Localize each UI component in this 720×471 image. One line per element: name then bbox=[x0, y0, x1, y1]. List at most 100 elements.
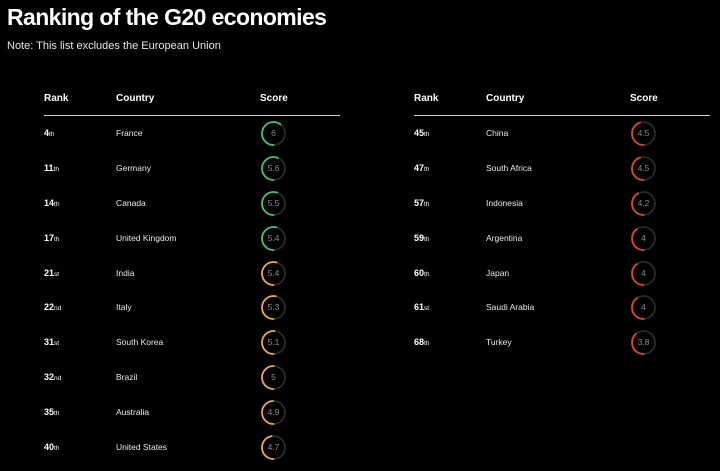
score-ring bbox=[261, 121, 286, 146]
rank-cell: 68th bbox=[414, 337, 429, 347]
score-ring bbox=[631, 225, 656, 251]
rank-suffix: th bbox=[53, 165, 59, 173]
country-cell: Germany bbox=[116, 162, 151, 173]
rank-cell: 40th bbox=[44, 442, 59, 452]
country-cell: Brazil bbox=[116, 372, 138, 383]
score-value: 4.7 bbox=[267, 442, 280, 453]
table-row: 14th Canada 5.5 bbox=[44, 186, 340, 221]
score-gauge: 5.3 bbox=[260, 294, 287, 321]
score-ring-arc bbox=[261, 155, 286, 181]
rank-number: 14 bbox=[44, 197, 55, 208]
rank-suffix: st bbox=[424, 305, 430, 313]
rank-suffix: th bbox=[54, 410, 60, 418]
score-ring-arc bbox=[631, 225, 656, 251]
table-row: 45th China 4.5 bbox=[414, 116, 710, 151]
rank-number: 61 bbox=[414, 302, 425, 313]
rank-number: 40 bbox=[44, 442, 55, 453]
score-value: 5.1 bbox=[267, 337, 280, 348]
country-cell: Japan bbox=[486, 267, 510, 278]
country-cell: Indonesia bbox=[486, 197, 523, 208]
page-title: Ranking of the G20 economies bbox=[7, 4, 327, 30]
score-ring bbox=[631, 155, 656, 181]
rank-number: 60 bbox=[414, 267, 425, 278]
score-ring-arc bbox=[261, 400, 286, 426]
score-ring-arc bbox=[261, 225, 286, 251]
rank-number: 4 bbox=[44, 128, 50, 138]
table-rows: 45th China 4.5 47th South Africa 4.5 57th Indon… bbox=[414, 116, 710, 360]
score-gauge: 5.5 bbox=[260, 190, 287, 217]
score-ring-arc bbox=[631, 155, 656, 181]
rank-number: 59 bbox=[414, 232, 425, 243]
rank-suffix: nd bbox=[54, 305, 62, 313]
rank-number: 32 bbox=[44, 372, 55, 383]
score-ring bbox=[261, 435, 286, 460]
score-ring bbox=[261, 365, 286, 391]
table-row: 35th Australia 4.9 bbox=[44, 395, 340, 430]
country-cell: South Africa bbox=[486, 162, 532, 173]
score-ring bbox=[261, 155, 286, 181]
score-value: 5 bbox=[271, 372, 276, 383]
rank-suffix: st bbox=[54, 270, 60, 278]
score-ring-arc bbox=[631, 190, 656, 216]
country-cell: United States bbox=[116, 442, 168, 453]
table-row: 31st South Korea 5.1 bbox=[44, 325, 340, 360]
score-ring bbox=[631, 330, 656, 356]
score-ring bbox=[631, 121, 656, 146]
rank-cell: 59th bbox=[414, 233, 429, 243]
score-gauge: 5 bbox=[260, 364, 287, 391]
rank-cell: 14th bbox=[44, 198, 59, 208]
table-header: Rank Country Score bbox=[414, 90, 710, 116]
country-cell: United Kingdom bbox=[116, 232, 177, 243]
score-value: 5.3 bbox=[267, 302, 280, 313]
score-ring bbox=[261, 330, 286, 356]
table-row: 47th South Africa 4.5 bbox=[414, 151, 710, 186]
header-rank: Rank bbox=[44, 93, 69, 104]
rank-suffix: th bbox=[424, 200, 430, 208]
score-gauge: 4.5 bbox=[630, 120, 657, 147]
rank-suffix: th bbox=[424, 235, 430, 243]
rank-number: 68 bbox=[414, 337, 425, 348]
score-value: 4.5 bbox=[637, 162, 650, 173]
header-rank: Rank bbox=[414, 93, 439, 104]
country-cell: Saudi Arabia bbox=[486, 302, 535, 313]
rank-cell: 57th bbox=[414, 198, 429, 208]
header-score: Score bbox=[630, 93, 658, 104]
rank-suffix: th bbox=[424, 165, 430, 173]
rank-suffix: th bbox=[424, 340, 430, 348]
score-value: 4.2 bbox=[637, 197, 650, 208]
score-ring-arc bbox=[261, 295, 286, 321]
header-country: Country bbox=[486, 93, 525, 104]
score-ring-arc bbox=[631, 330, 656, 356]
table-rows: 4th France 6 11th Germany 5.6 14th Canada 5.5 17t… bbox=[44, 116, 340, 465]
score-value: 4 bbox=[641, 267, 646, 278]
country-cell: China bbox=[486, 128, 509, 138]
score-gauge: 3.8 bbox=[630, 329, 657, 356]
score-value: 4 bbox=[641, 232, 646, 243]
score-gauge: 5.1 bbox=[260, 329, 287, 356]
score-value: 5.5 bbox=[267, 197, 280, 208]
rank-number: 21 bbox=[44, 267, 55, 278]
score-gauge: 4.5 bbox=[630, 155, 657, 182]
score-gauge: 6 bbox=[260, 120, 287, 147]
rank-cell: 11th bbox=[44, 163, 59, 173]
rank-cell: 45th bbox=[414, 128, 429, 138]
rank-suffix: th bbox=[54, 445, 60, 453]
score-ring bbox=[631, 295, 656, 321]
score-ring bbox=[261, 260, 286, 286]
score-gauge: 4.2 bbox=[630, 190, 657, 217]
rank-cell: 60th bbox=[414, 268, 429, 278]
table-row: 57th Indonesia 4.2 bbox=[414, 186, 710, 221]
rank-cell: 31st bbox=[44, 337, 59, 347]
rank-suffix: th bbox=[54, 200, 60, 208]
score-ring-arc bbox=[631, 260, 656, 286]
score-value: 4.5 bbox=[637, 128, 650, 138]
rank-number: 17 bbox=[44, 232, 55, 243]
score-ring-arc bbox=[261, 121, 286, 146]
score-gauge: 4 bbox=[630, 294, 657, 321]
score-value: 3.8 bbox=[637, 337, 650, 348]
score-ring bbox=[261, 400, 286, 426]
country-cell: Australia bbox=[116, 407, 150, 418]
table-row: 59th Argentina 4 bbox=[414, 221, 710, 256]
table-row: 4th France 6 bbox=[44, 116, 340, 151]
rank-number: 47 bbox=[414, 162, 425, 173]
